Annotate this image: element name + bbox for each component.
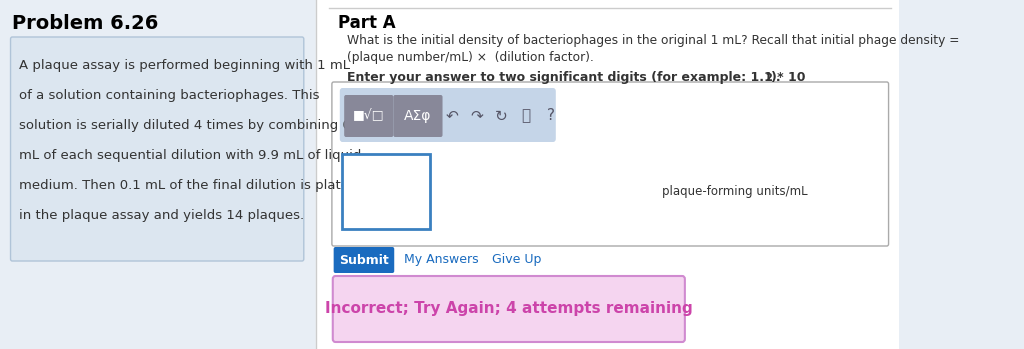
FancyBboxPatch shape — [393, 95, 442, 137]
Text: ?: ? — [547, 109, 555, 124]
Text: ).: ). — [771, 71, 781, 84]
Text: ↷: ↷ — [470, 109, 483, 124]
Text: Incorrect; Try Again; 4 attempts remaining: Incorrect; Try Again; 4 attempts remaini… — [326, 302, 693, 317]
Text: solution is serially diluted 4 times by combining 0.1: solution is serially diluted 4 times by … — [19, 119, 364, 132]
Text: Part A: Part A — [338, 14, 395, 32]
Text: ↻: ↻ — [495, 109, 508, 124]
Text: in the plaque assay and yields 14 plaques.: in the plaque assay and yields 14 plaque… — [19, 209, 304, 222]
Text: plaque-forming units/mL: plaque-forming units/mL — [663, 186, 808, 199]
FancyBboxPatch shape — [340, 88, 556, 142]
Text: ΑΣφ: ΑΣφ — [404, 109, 432, 123]
Text: Problem 6.26: Problem 6.26 — [12, 14, 159, 33]
Text: 2: 2 — [766, 73, 772, 83]
FancyBboxPatch shape — [332, 82, 889, 246]
Text: My Answers: My Answers — [403, 253, 478, 267]
FancyBboxPatch shape — [333, 276, 685, 342]
Text: Give Up: Give Up — [492, 253, 541, 267]
Text: ■√□: ■√□ — [353, 110, 385, 122]
Text: A plaque assay is performed beginning with 1 mL: A plaque assay is performed beginning wi… — [19, 59, 350, 72]
Text: ↶: ↶ — [445, 109, 459, 124]
FancyBboxPatch shape — [10, 37, 304, 261]
FancyBboxPatch shape — [344, 95, 393, 137]
Text: mL of each sequential dilution with 9.9 mL of liquid: mL of each sequential dilution with 9.9 … — [19, 149, 361, 162]
Text: (plaque number/mL) ×  (dilution factor).: (plaque number/mL) × (dilution factor). — [347, 51, 594, 64]
Text: ⎉: ⎉ — [521, 109, 530, 124]
Text: What is the initial density of bacteriophages in the original 1 mL? Recall that : What is the initial density of bacteriop… — [347, 34, 959, 47]
FancyBboxPatch shape — [334, 247, 394, 273]
Text: Submit: Submit — [339, 253, 388, 267]
Bar — [342, 154, 430, 229]
Bar — [316, 0, 899, 349]
Bar — [0, 0, 316, 349]
Text: Enter your answer to two significant digits (for example: 1.1 * 10: Enter your answer to two significant dig… — [347, 71, 805, 84]
Text: of a solution containing bacteriophages. This: of a solution containing bacteriophages.… — [19, 89, 319, 102]
Text: medium. Then 0.1 mL of the final dilution is plated: medium. Then 0.1 mL of the final dilutio… — [19, 179, 357, 192]
